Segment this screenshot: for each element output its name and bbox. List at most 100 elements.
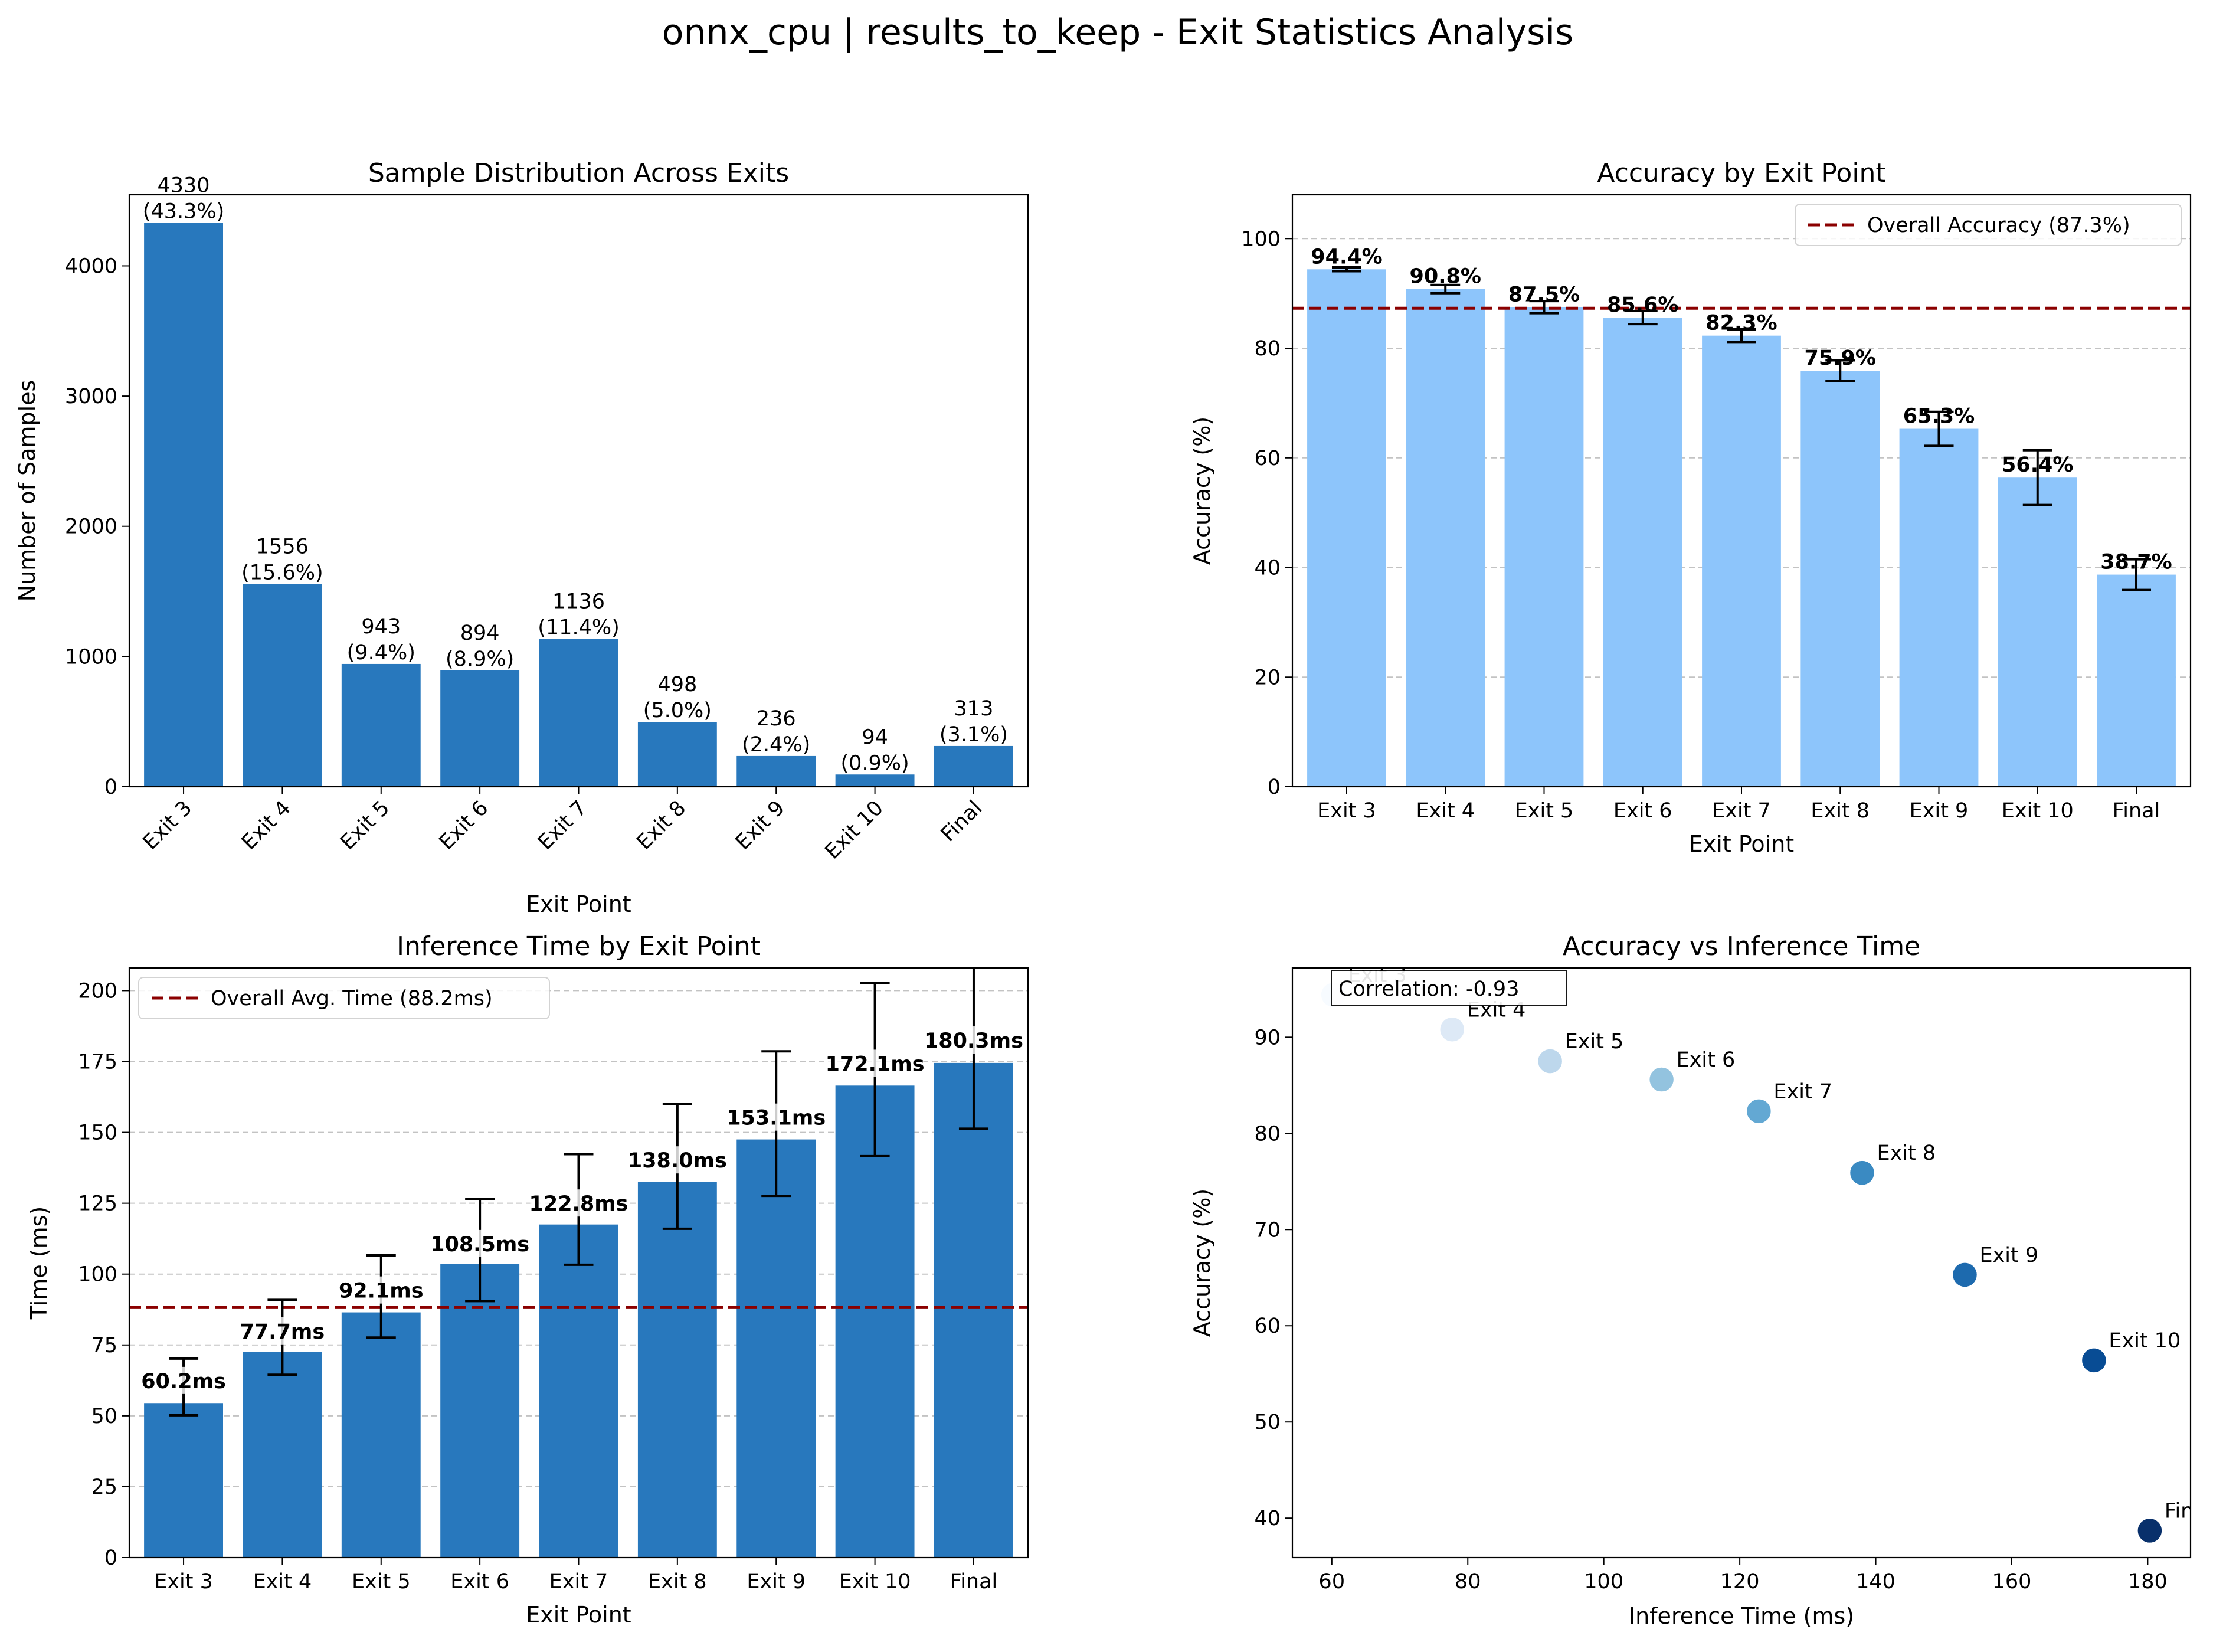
scatter-point-label-4: Exit 7 xyxy=(1773,1080,1832,1104)
time-legend xyxy=(138,977,550,1019)
scatter-ytick-label: 80 xyxy=(1254,1122,1281,1146)
time-xtick-label-5: Exit 8 xyxy=(648,1570,707,1594)
samples-percent-label-0: (43.3%) xyxy=(143,200,225,224)
figure-title: onnx_cpu | results_to_keep - Exit Statis… xyxy=(662,12,1574,53)
accuracy-bar-5 xyxy=(1800,371,1880,787)
scatter-ytick-label: 60 xyxy=(1254,1314,1281,1338)
accuracy-value-label-7: 56.4% xyxy=(2002,453,2073,477)
scatter-xlabel: Inference Time (ms) xyxy=(1629,1603,1854,1629)
scatter-xtick-label-0: 60 xyxy=(1319,1570,1345,1594)
time-value-label-4: 122.8ms xyxy=(529,1192,628,1216)
samples-ylabel: Number of Samples xyxy=(14,380,40,602)
time-value-label-5: 138.0ms xyxy=(628,1149,727,1173)
time-ytick-label: 50 xyxy=(91,1405,117,1428)
scatter-point-label-7: Exit 10 xyxy=(2109,1329,2181,1353)
scatter-point-4 xyxy=(1746,1098,1772,1124)
scatter-ytick-label: 50 xyxy=(1254,1411,1281,1434)
scatter-point-8 xyxy=(2137,1517,2163,1544)
scatter-title: Accuracy vs Inference Time xyxy=(1563,931,1920,961)
time-xtick-label-8: Final xyxy=(950,1570,998,1594)
accuracy-bar-3 xyxy=(1603,318,1682,787)
accuracy-bar-0 xyxy=(1307,269,1386,787)
scatter-xtick-label-5: 160 xyxy=(1992,1570,2032,1594)
accuracy-xtick-label-4: Exit 7 xyxy=(1712,799,1771,823)
accuracy-value-label-2: 87.5% xyxy=(1508,283,1580,306)
time-ylabel: Time (ms) xyxy=(26,1206,52,1320)
scatter-point-6 xyxy=(1952,1262,1978,1288)
time-value-label-bg-5 xyxy=(628,1146,726,1174)
accuracy-ytick-label: 100 xyxy=(1241,227,1281,251)
scatter-point-5 xyxy=(1849,1160,1875,1186)
time-bar-7 xyxy=(835,1085,915,1558)
time-value-label-2: 92.1ms xyxy=(339,1280,424,1303)
samples-percent-label-8: (3.1%) xyxy=(939,723,1008,747)
accuracy-bar-8 xyxy=(2097,574,2176,787)
time-value-label-bg-2 xyxy=(339,1276,423,1304)
accuracy-bar-2 xyxy=(1504,307,1584,787)
samples-value-label-7: 94 xyxy=(862,725,888,749)
scatter-point-label-8: Final xyxy=(2165,1499,2212,1523)
time-ytick-label: 175 xyxy=(78,1050,117,1074)
samples-percent-label-5: (5.0%) xyxy=(643,699,712,722)
samples-ytick-label: 0 xyxy=(104,776,117,799)
samples-percent-label-7: (0.9%) xyxy=(840,751,909,775)
samples-percent-label-4: (11.4%) xyxy=(538,616,620,639)
samples-percent-label-1: (15.6%) xyxy=(241,561,323,585)
accuracy-title: Accuracy by Exit Point xyxy=(1597,158,1885,188)
scatter-point-3 xyxy=(1648,1067,1675,1092)
accuracy-xtick-label-7: Exit 10 xyxy=(2002,799,2074,823)
time-frame xyxy=(128,967,1029,1559)
time-bar-0 xyxy=(144,1403,223,1558)
samples-bar-7 xyxy=(835,774,915,787)
scatter-ytick-label: 90 xyxy=(1254,1026,1281,1049)
accuracy-ytick-label: 20 xyxy=(1254,666,1281,689)
samples-bar-6 xyxy=(736,755,816,787)
accuracy-legend-label: Overall Accuracy (87.3%) xyxy=(1867,214,2130,237)
time-xtick-label-1: Exit 4 xyxy=(253,1570,312,1594)
samples-percent-label-3: (8.9%) xyxy=(446,647,514,671)
samples-ytick-label: 4000 xyxy=(65,254,117,278)
accuracy-xtick-label-8: Final xyxy=(2113,799,2160,823)
chart-inference-time: Inference Time by Exit Point 0 25 50 75 100 12… xyxy=(26,931,1029,1628)
accuracy-bar-6 xyxy=(1899,428,1979,787)
accuracy-xlabel: Exit Point xyxy=(1689,831,1794,857)
accuracy-bar-4 xyxy=(1702,335,1781,787)
accuracy-ytick-label: 60 xyxy=(1254,447,1281,470)
scatter-point-label-5: Exit 8 xyxy=(1877,1141,1936,1165)
time-value-label-bg-1 xyxy=(240,1317,325,1345)
samples-bar-8 xyxy=(934,745,1013,787)
samples-xlabel: Exit Point xyxy=(526,891,631,917)
scatter-point-1 xyxy=(1439,1016,1465,1043)
samples-ytick-label: 3000 xyxy=(65,385,117,408)
accuracy-xtick-label-0: Exit 3 xyxy=(1317,799,1376,823)
scatter-xtick-label-1: 80 xyxy=(1455,1570,1481,1594)
time-value-label-bg-4 xyxy=(530,1189,627,1217)
accuracy-value-label-6: 65.3% xyxy=(1903,405,1975,428)
time-bar-8 xyxy=(934,1062,1013,1558)
accuracy-value-label-1: 90.8% xyxy=(1410,265,1481,289)
scatter-annotation-box xyxy=(1331,970,1567,1006)
time-legend-label: Overall Avg. Time (88.2ms) xyxy=(211,987,493,1010)
accuracy-value-label-3: 85.6% xyxy=(1607,293,1678,317)
accuracy-ytick-label: 40 xyxy=(1254,557,1281,580)
accuracy-value-label-8: 38.7% xyxy=(2100,551,2172,574)
scatter-point-7 xyxy=(2081,1347,2107,1373)
time-value-label-1: 77.7ms xyxy=(240,1320,325,1344)
time-value-label-bg-3 xyxy=(431,1229,529,1257)
time-title: Inference Time by Exit Point xyxy=(397,931,761,961)
scatter-ytick-label: 40 xyxy=(1254,1507,1281,1530)
accuracy-ytick-label: 0 xyxy=(1268,776,1281,799)
samples-ytick-label: 1000 xyxy=(65,645,117,669)
samples-bar-2 xyxy=(341,663,421,787)
samples-bar-5 xyxy=(637,722,717,787)
samples-bar-4 xyxy=(539,639,618,787)
samples-bar-1 xyxy=(243,584,322,787)
time-value-label-bg-7 xyxy=(826,1049,924,1077)
time-xlabel: Exit Point xyxy=(526,1602,631,1628)
accuracy-xtick-label-3: Exit 6 xyxy=(1613,799,1672,823)
time-xtick-label-3: Exit 6 xyxy=(450,1570,509,1594)
samples-percent-label-6: (2.4%) xyxy=(742,733,810,757)
samples-value-label-3: 894 xyxy=(460,621,500,645)
scatter-xtick-label-6: 180 xyxy=(2128,1570,2168,1594)
time-bar-3 xyxy=(440,1264,520,1558)
